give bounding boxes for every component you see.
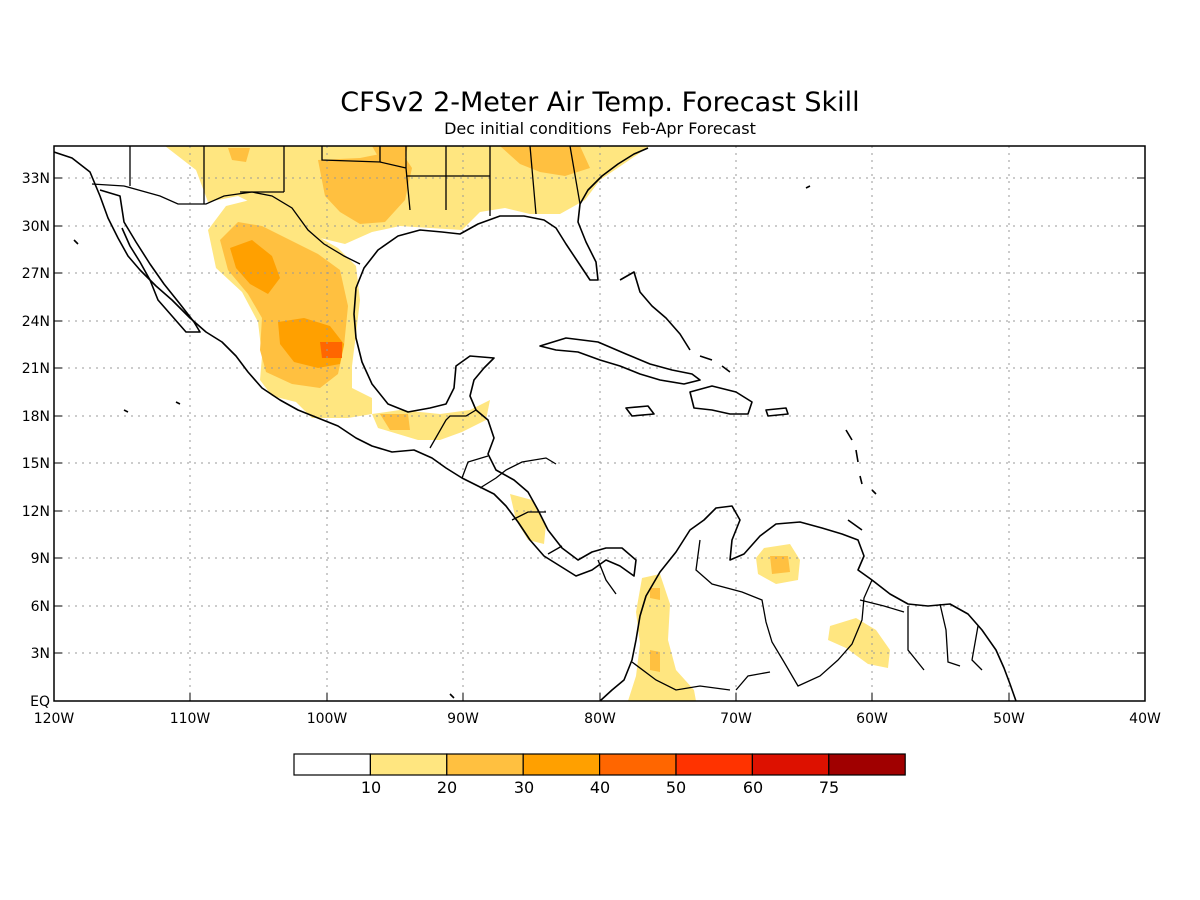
coastline-small-islands — [73, 185, 811, 699]
lat-label: 21N — [22, 361, 50, 377]
map-title: CFSv2 2-Meter Air Temp. Forecast Skill — [340, 87, 859, 118]
skill-area-mexico-high — [230, 240, 280, 294]
colorbar-box — [293, 753, 372, 776]
lon-label: 120W — [34, 711, 75, 727]
coastlines — [54, 147, 1017, 701]
skill-area-colombia-mid — [650, 650, 660, 672]
map-subtitle: Dec initial conditions Feb-Apr Forecast — [444, 119, 756, 138]
colorbar-label: 60 — [743, 778, 763, 797]
lat-label: 12N — [22, 504, 50, 520]
coastline-lesser-antilles — [845, 429, 877, 531]
lon-label: 100W — [307, 711, 348, 727]
graticule — [54, 146, 1145, 701]
border-central-america — [429, 409, 617, 595]
colorbar-box — [751, 753, 830, 776]
coastline-baja — [99, 189, 201, 333]
skill-area-yucatan-mid — [380, 414, 410, 430]
lat-label: 15N — [22, 456, 50, 472]
colorbar-box — [446, 753, 524, 776]
border-us-states — [129, 146, 581, 216]
border-south-america — [631, 539, 983, 691]
lon-label: 110W — [170, 711, 211, 727]
lat-label: 30N — [22, 219, 50, 235]
skill-area-us-mid4 — [228, 148, 250, 162]
axis-ticks — [54, 177, 1145, 701]
coastline-hispaniola — [689, 385, 753, 415]
lon-label: 80W — [584, 711, 616, 727]
coastline-cuba — [539, 337, 701, 385]
lat-label: 18N — [22, 409, 50, 425]
political-borders — [91, 146, 983, 691]
colorbar-label: 10 — [361, 778, 381, 797]
colorbar-box — [522, 753, 601, 776]
skill-area-colombia-mid2 — [650, 588, 660, 600]
lat-label: 33N — [22, 171, 50, 187]
skill-shading — [165, 146, 890, 701]
lat-label: 24N — [22, 314, 50, 330]
lat-label: 6N — [31, 599, 50, 615]
lat-label: 9N — [31, 551, 50, 567]
latitude-labels: 33N 30N 27N 24N 21N 18N 15N 12N 9N 6N 3N… — [22, 171, 50, 710]
lat-label: 3N — [31, 646, 50, 662]
colorbar-labels: 10 20 30 40 50 60 75 — [361, 778, 839, 797]
colorbar-boxes — [293, 753, 906, 776]
skill-area-guyana — [828, 618, 890, 668]
skill-area-us-mid — [318, 150, 412, 224]
colorbar-label: 50 — [666, 778, 686, 797]
coastline-north-america — [54, 147, 649, 577]
colorbar-label: 75 — [819, 778, 839, 797]
colorbar-label: 30 — [514, 778, 534, 797]
lon-label: 70W — [720, 711, 752, 727]
skill-area-colombia — [628, 574, 696, 701]
skill-area-mexico-peak — [320, 342, 342, 358]
lon-label: 60W — [856, 711, 888, 727]
longitude-labels: 120W 110W 100W 90W 80W 70W 60W 50W 40W — [34, 711, 1161, 727]
colorbar-box — [598, 753, 677, 776]
lon-label: 50W — [993, 711, 1025, 727]
colorbar-box — [369, 753, 448, 776]
colorbar-label: 20 — [437, 778, 457, 797]
skill-area-us-mid3 — [372, 146, 408, 162]
colorbar: 10 20 30 40 50 60 75 — [293, 753, 906, 797]
colorbar-box — [828, 753, 906, 776]
lon-label: 40W — [1129, 711, 1161, 727]
lat-label: 27N — [22, 266, 50, 282]
skill-area-venezuela-mid — [770, 556, 790, 574]
coastline-jamaica — [625, 405, 655, 417]
lon-label: 90W — [447, 711, 479, 727]
colorbar-label: 40 — [590, 778, 610, 797]
skill-area-central-america — [510, 494, 546, 544]
colorbar-box — [675, 753, 754, 776]
coastline-bahamas — [619, 271, 731, 373]
lat-label: EQ — [30, 694, 50, 710]
skill-area-us-mid2 — [500, 146, 590, 176]
coastline-south-america — [599, 505, 1017, 701]
coastline-puerto-rico — [765, 407, 789, 417]
